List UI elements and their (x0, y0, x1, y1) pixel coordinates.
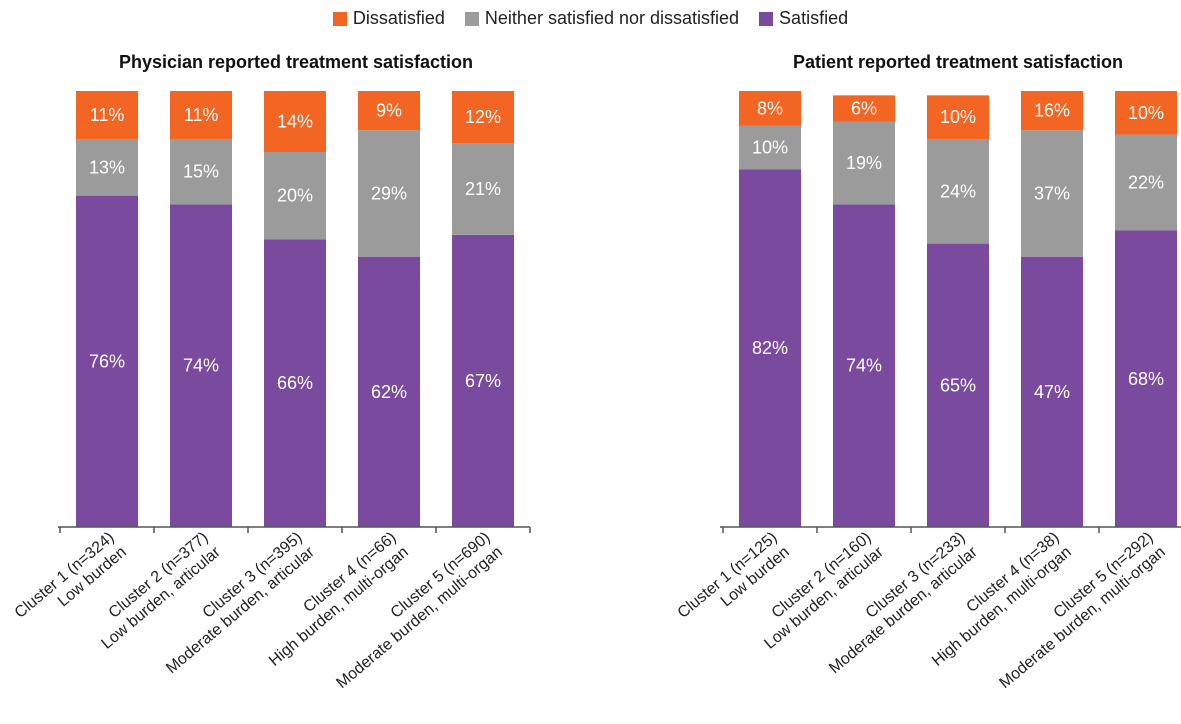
data-label-satisfied: 47% (1034, 382, 1070, 402)
legend-item-neither: Neither satisfied nor dissatisfied (464, 8, 740, 29)
data-label-satisfied: 65% (940, 375, 976, 395)
bar-segment-dissatisfied (76, 91, 138, 139)
data-label-neither: 29% (371, 183, 407, 203)
bar-segment-neither (833, 121, 895, 205)
data-label-satisfied: 76% (89, 351, 125, 371)
bar-segment-dissatisfied (739, 91, 801, 126)
chart-legend: Dissatisfied Neither satisfied nor dissa… (0, 8, 1181, 29)
legend-item-satisfied: Satisfied (759, 8, 848, 29)
bar-segment-neither (739, 125, 801, 170)
bar-segment-satisfied (170, 204, 232, 528)
panel-title: Patient reported treatment satisfaction (793, 52, 1123, 72)
data-label-dissatisfied: 11% (184, 105, 219, 125)
bar-segment-satisfied (264, 239, 326, 528)
data-label-neither: 21% (465, 179, 501, 199)
data-label-dissatisfied: 8% (757, 98, 783, 118)
data-label-neither: 15% (183, 162, 219, 182)
bar-segment-satisfied (1021, 256, 1083, 527)
x-tick-label: Cluster 1 (n=125)Low burden (675, 529, 793, 622)
chart-panel-1: Physician reported treatment satisfactio… (12, 52, 531, 692)
bar-segment-satisfied (358, 256, 420, 527)
bar-segment-neither (1115, 134, 1177, 231)
bar-segment-dissatisfied (358, 91, 420, 131)
bar-segment-dissatisfied (1115, 91, 1177, 135)
panel-title: Physician reported treatment satisfactio… (119, 52, 473, 72)
data-label-neither: 10% (752, 138, 788, 158)
bar-segment-dissatisfied (1021, 91, 1083, 131)
data-label-neither: 20% (277, 186, 313, 206)
bar-segment-dissatisfied (927, 95, 989, 139)
legend-item-dissatisfied: Dissatisfied (332, 8, 445, 29)
bar-segment-neither (452, 143, 514, 235)
bar-segment-satisfied (1115, 230, 1177, 527)
data-label-satisfied: 74% (183, 356, 219, 376)
bar-segment-dissatisfied (170, 91, 232, 139)
bar-segment-neither (76, 138, 138, 196)
bar-segment-dissatisfied (452, 91, 514, 144)
x-tick-label: Cluster 5 (n=292)Moderate burden, multi-… (996, 529, 1168, 692)
x-tick-label-line: Moderate burden, articular (826, 543, 981, 677)
data-label-neither: 24% (940, 181, 976, 201)
data-label-neither: 22% (1128, 173, 1164, 193)
legend-label-neither: Neither satisfied nor dissatisfied (484, 8, 740, 28)
data-label-dissatisfied: 6% (851, 98, 877, 118)
legend-swatch-neither (464, 11, 479, 26)
legend-swatch-satisfied (759, 11, 774, 26)
bar-segment-neither (264, 152, 326, 240)
data-label-dissatisfied: 16% (1034, 101, 1070, 121)
bar-segment-dissatisfied (833, 95, 895, 122)
bar-segment-dissatisfied (264, 91, 326, 153)
legend-label-dissatisfied: Dissatisfied (352, 8, 445, 28)
data-label-satisfied: 66% (277, 373, 313, 393)
chart-panel-2: Patient reported treatment satisfaction 8… (675, 52, 1181, 692)
bar-segment-satisfied (76, 195, 138, 527)
bar-segment-neither (1021, 130, 1083, 257)
data-label-satisfied: 74% (846, 356, 882, 376)
bar-segment-neither (358, 130, 420, 257)
x-tick-label-line: Moderate burden, articular (163, 543, 318, 677)
data-label-satisfied: 82% (752, 338, 788, 358)
data-label-dissatisfied: 14% (277, 112, 313, 132)
bar-segment-satisfied (739, 169, 801, 528)
bar-segment-satisfied (452, 234, 514, 527)
data-label-neither: 13% (89, 157, 125, 177)
data-label-satisfied: 62% (371, 382, 407, 402)
data-label-neither: 19% (846, 153, 882, 173)
bar-segment-satisfied (927, 243, 989, 527)
data-label-satisfied: 67% (465, 371, 501, 391)
data-label-dissatisfied: 12% (465, 107, 501, 127)
data-label-dissatisfied: 11% (90, 105, 125, 125)
x-tick-label: Cluster 1 (n=324)Low burden (12, 529, 130, 622)
bar-segment-satisfied (833, 204, 895, 528)
data-label-dissatisfied: 10% (1128, 103, 1164, 123)
legend-label-satisfied: Satisfied (779, 8, 849, 28)
bar-segment-neither (170, 138, 232, 205)
data-label-satisfied: 68% (1128, 369, 1164, 389)
data-label-neither: 37% (1034, 183, 1070, 203)
bar-segment-neither (927, 138, 989, 244)
x-tick-label: Cluster 5 (n=690)Moderate burden, multi-… (333, 529, 505, 692)
data-label-dissatisfied: 9% (376, 101, 402, 121)
legend-swatch-dissatisfied (332, 11, 347, 26)
data-label-dissatisfied: 10% (940, 107, 976, 127)
